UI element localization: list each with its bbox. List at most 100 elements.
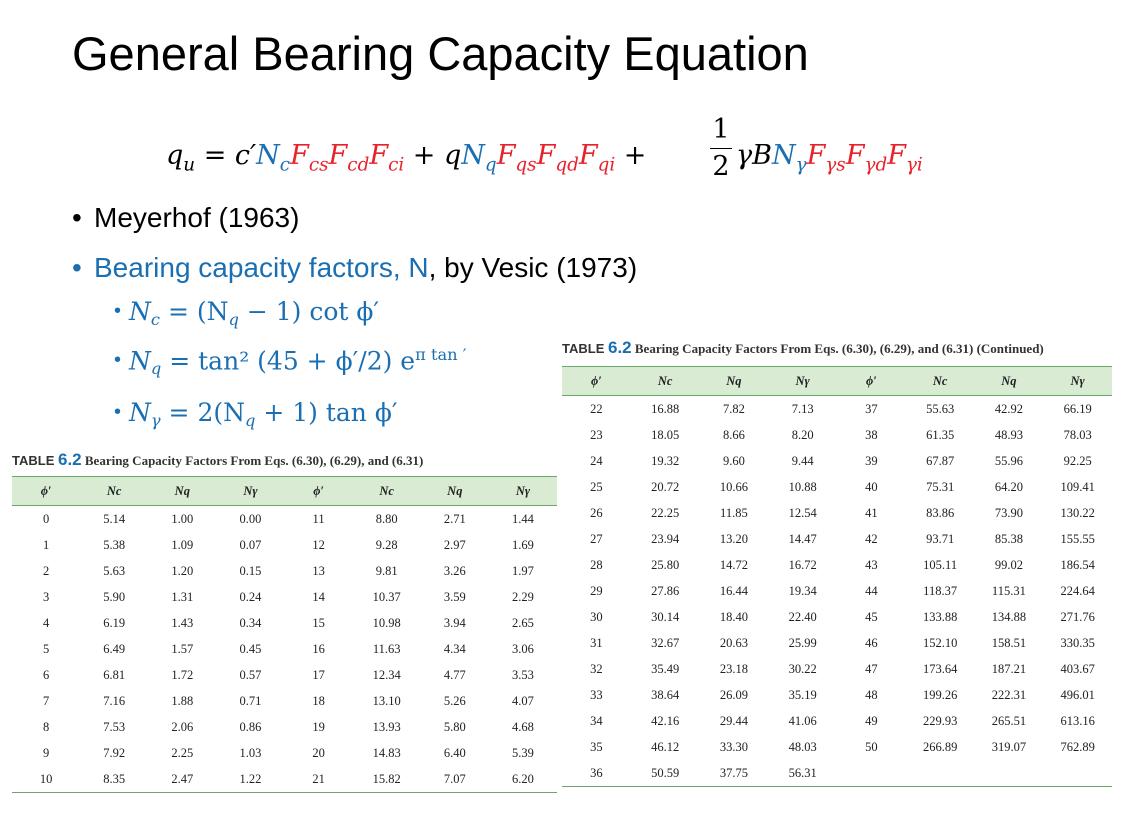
table-cell: 23.18: [719, 661, 748, 676]
table-cell: 23: [590, 427, 603, 442]
table-cell: 6.20: [488, 766, 557, 793]
table-header-cell: Nq: [420, 476, 489, 506]
eq-factor-group: Fci: [369, 140, 404, 175]
table-cell: 83.86: [926, 505, 955, 520]
eq-factor-group: Fγd: [846, 140, 887, 175]
table-cell: 67.87: [926, 453, 955, 468]
table-row: 10 8.35 2.47 1.22 21 15.82 7.07 6.20: [12, 766, 557, 793]
table-cell: 3.53: [512, 667, 534, 682]
table-cell: 30: [590, 609, 603, 624]
bullet-vesic: • Bearing capacity factors, N, by Vesic (…: [72, 252, 637, 284]
eq-factor: F: [496, 140, 516, 171]
table-row: 32 35.49 23.18 30.22 47 173.64 187.21 403.67: [562, 656, 1112, 682]
table-cell: 31: [590, 635, 603, 650]
table-cell: 118.37: [923, 583, 958, 598]
table-cell: 55.96: [994, 453, 1023, 468]
table-cell: 66.19: [1063, 401, 1092, 416]
eq-factor: N: [771, 140, 796, 171]
table-header-cell: Nγ: [768, 366, 837, 396]
table-cell: 0.71: [239, 693, 262, 708]
table-cell: 2.65: [512, 615, 534, 630]
table-cell: 49: [865, 713, 878, 728]
eq-factor-group: Nγ: [771, 140, 807, 175]
table-cell: 187.21: [991, 661, 1027, 676]
table-cell: 0.34: [239, 615, 262, 630]
table-cell: 46.12: [651, 739, 680, 754]
table-cell: 45: [865, 609, 878, 624]
table-row: 24 19.32 9.60 9.44 39 67.87 55.96 92.25: [562, 448, 1112, 474]
table-cell: 61.35: [926, 427, 955, 442]
eq-factor-sub: qd: [555, 154, 579, 176]
nq-rhs: = tan² (45 + ϕ′/2) e: [161, 346, 416, 376]
table-header-row: ϕ′ Nc Nq Nγ ϕ′ Nc Nq Nγ: [562, 366, 1112, 396]
table-cell: 0: [42, 511, 50, 526]
eq-factor-group: Fqd: [537, 140, 579, 175]
table1-caption-num: 6.2: [57, 450, 82, 469]
table-cell: 26.09: [719, 687, 748, 702]
table-cell: 1.09: [171, 537, 194, 552]
table-cell: 1.00: [171, 511, 194, 526]
table-cell: 34: [590, 713, 603, 728]
table-row: 25 20.72 10.66 10.88 40 75.31 64.20 109.41: [562, 474, 1112, 500]
table-cell: 186.54: [1060, 557, 1095, 572]
table-cell: 16.44: [719, 583, 748, 598]
table-cell: 265.51: [991, 713, 1027, 728]
nq-exp: π tan ′: [415, 345, 467, 364]
bullet-dot-icon: •: [72, 252, 82, 283]
table-cell: 14: [312, 589, 325, 604]
table-row: 2 5.63 1.20 0.15 13 9.81 3.26 1.97: [12, 558, 557, 584]
table2-caption-num: 6.2: [607, 338, 632, 357]
table-cell: 1.97: [512, 563, 534, 578]
table-cell: 35.49: [651, 661, 680, 676]
table-header-cell: Nγ: [216, 476, 285, 506]
bullet-dot-icon: •: [114, 300, 122, 322]
bullet-meyerhof-text: Meyerhof (1963): [94, 202, 300, 233]
table-cell: 1.03: [239, 745, 262, 760]
table-row: 7 7.16 1.88 0.71 18 13.10 5.26 4.07: [12, 688, 557, 714]
table-cell: 13.20: [719, 531, 748, 546]
table-cell: 33: [590, 687, 603, 702]
table-row: 0 5.14 1.00 0.00 11 8.80 2.71 1.44: [12, 506, 557, 533]
table-cell: 7.13: [791, 401, 814, 416]
table1-caption-label: TABLE: [12, 453, 58, 468]
table-cell: 5.63: [103, 563, 126, 578]
table-cell: 0.45: [239, 641, 262, 656]
table-cell: 199.26: [922, 687, 958, 702]
table-cell: 14.72: [719, 557, 748, 572]
table-cell: 12.34: [372, 667, 401, 682]
table-cell: 0.15: [239, 563, 262, 578]
table-cell: 18.40: [719, 609, 748, 624]
table-cell: 8: [42, 719, 50, 734]
table-cell: 32: [590, 661, 603, 676]
table-cell: 38: [865, 427, 878, 442]
table-row: 35 46.12 33.30 48.03 50 266.89 319.07 762.89: [562, 734, 1112, 760]
table-cell: 30.14: [651, 609, 680, 624]
table-cell: 35: [590, 739, 603, 754]
bullet-dot-icon: •: [72, 202, 82, 233]
table-cell: 6.49: [103, 641, 126, 656]
eq-frac-bar: [710, 148, 732, 149]
table-cell: 4.77: [443, 667, 466, 682]
eq-factor-sub: γd: [864, 154, 888, 176]
eq-plus: +: [615, 140, 647, 171]
table-cell: 42.16: [651, 713, 680, 728]
table-cell: 8.66: [722, 427, 745, 442]
table-header-cell: Nc: [352, 476, 421, 506]
ng-rhs: = 2(N: [160, 398, 245, 427]
table-cell: 41: [865, 505, 878, 520]
table-cell: 613.16: [1060, 713, 1095, 728]
table-cell: 0.57: [239, 667, 262, 682]
table-cell: 496.01: [1060, 687, 1095, 702]
table-cell: 11.85: [720, 505, 748, 520]
table-cell: 0.24: [239, 589, 262, 604]
table-cell: 73.90: [994, 505, 1023, 520]
ng-rhs-sub: q: [244, 410, 256, 430]
table-cell: 7: [42, 693, 50, 708]
table-cell: 7.16: [103, 693, 126, 708]
table-cell: 24: [590, 453, 603, 468]
table-cell: 319.07: [991, 739, 1027, 754]
table-row: 28 25.80 14.72 16.72 43 105.11 99.02 186.54: [562, 552, 1112, 578]
table-cell: 271.76: [1060, 609, 1095, 624]
table-header-cell: ϕ′: [837, 366, 906, 396]
table-cell: 3.06: [512, 641, 534, 656]
